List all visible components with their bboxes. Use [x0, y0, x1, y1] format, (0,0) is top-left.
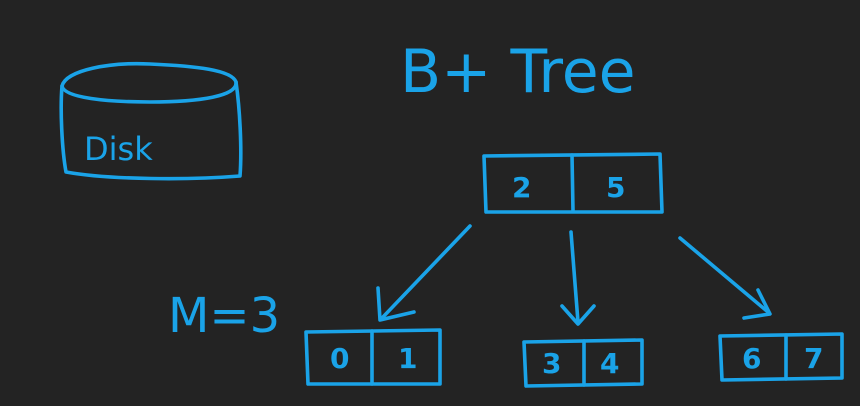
leaf-key: 0	[330, 342, 349, 375]
arrow-to-leaf-middle	[560, 230, 596, 326]
leaf-key: 1	[398, 342, 417, 375]
leaf-node-left: 0 1	[304, 328, 442, 386]
arrow-to-leaf-left	[376, 224, 472, 322]
order-label: M=3	[168, 288, 280, 344]
disk-top-ellipse	[60, 61, 238, 104]
diagram-title: B+ Tree	[400, 37, 636, 107]
leaf-key: 6	[742, 342, 761, 375]
root-node-divider	[570, 153, 575, 213]
leaf-node-right: 6 7	[718, 332, 844, 382]
leaf-key: 3	[542, 347, 561, 380]
disk-cylinder: Disk	[59, 61, 243, 181]
root-key: 5	[606, 171, 625, 204]
leaf-key: 7	[804, 342, 823, 375]
leaf-node-middle: 3 4	[522, 338, 644, 388]
root-key: 2	[512, 171, 531, 204]
root-node: 2 5	[482, 152, 664, 214]
root-node-box	[482, 152, 664, 214]
disk-label: Disk	[84, 130, 153, 168]
disk-body	[59, 80, 243, 181]
arrow-to-leaf-right	[678, 236, 772, 320]
leaf-key: 4	[600, 347, 619, 380]
